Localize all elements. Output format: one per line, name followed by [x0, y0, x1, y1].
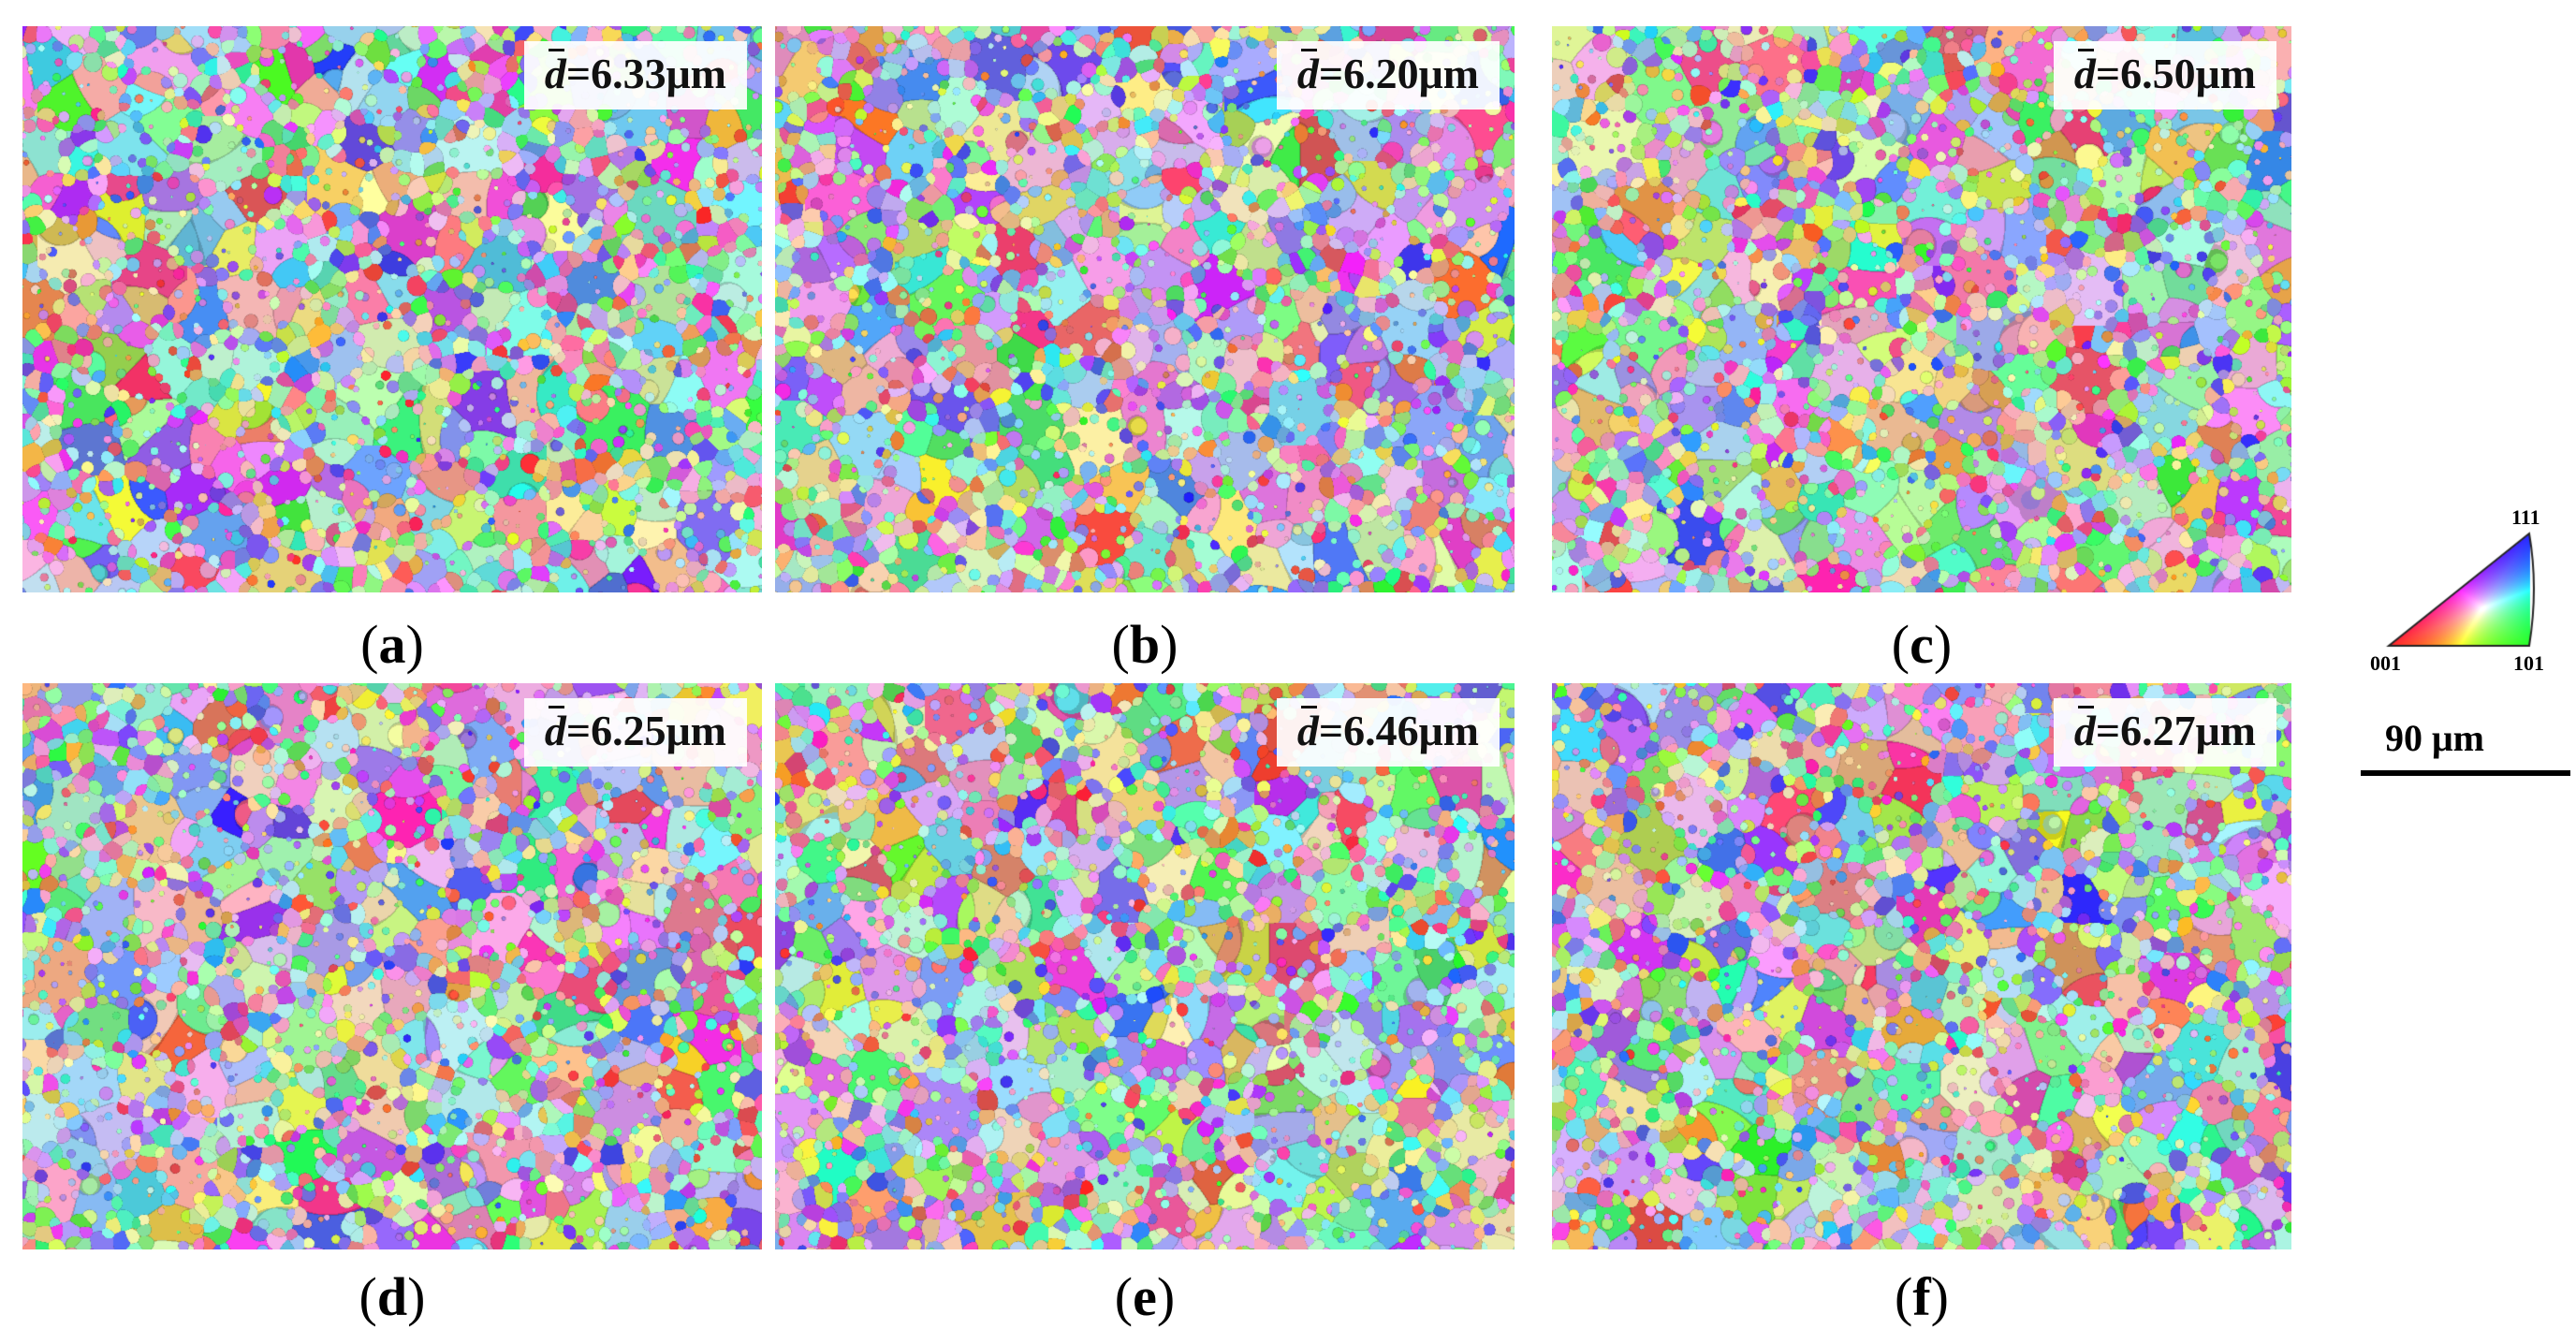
mean-grain-size-value-d: =6.25μm	[565, 707, 726, 754]
scale-bar	[2361, 770, 2570, 776]
grain-map-f	[1552, 683, 2291, 1249]
legend-label-111: 111	[2511, 505, 2540, 529]
scale-bar-label: 90 μm	[2385, 717, 2484, 759]
d-bar-symbol: d	[544, 49, 566, 97]
mean-grain-size-label-f: d=6.27μm	[2053, 698, 2276, 767]
mean-grain-size-label-b: d=6.20μm	[1276, 41, 1500, 110]
ipf-triangle	[2368, 504, 2555, 681]
caption-a: (a)	[360, 614, 424, 675]
caption-b: (b)	[1111, 614, 1178, 675]
legend-label-101: 101	[2513, 651, 2544, 675]
d-bar-symbol: d	[544, 706, 566, 754]
mean-grain-size-value-e: =6.46μm	[1318, 707, 1479, 754]
mean-grain-size-value-f: =6.27μm	[2095, 707, 2256, 754]
caption-c: (c)	[1891, 614, 1953, 675]
d-bar-symbol: d	[2073, 706, 2096, 754]
d-bar-symbol: d	[2073, 49, 2096, 97]
ebsd-map-b: d=6.20μm	[775, 26, 1515, 592]
d-bar-symbol: d	[1296, 49, 1319, 97]
caption-d: (d)	[359, 1266, 426, 1327]
mean-grain-size-value-a: =6.33μm	[565, 50, 726, 97]
grain-map-a	[22, 26, 762, 592]
d-bar-symbol: d	[1296, 706, 1319, 754]
ebsd-map-d: d=6.25μm	[22, 683, 762, 1249]
ebsd-map-a: d=6.33μm	[22, 26, 762, 592]
ebsd-map-e: d=6.46μm	[775, 683, 1515, 1249]
grain-map-c	[1552, 26, 2291, 592]
mean-grain-size-label-d: d=6.25μm	[523, 698, 747, 767]
ebsd-map-c: d=6.50μm	[1552, 26, 2291, 592]
ebsd-map-f: d=6.27μm	[1552, 683, 2291, 1249]
legend-label-001: 001	[2370, 651, 2401, 675]
mean-grain-size-label-a: d=6.33μm	[523, 41, 747, 110]
mean-grain-size-label-c: d=6.50μm	[2053, 41, 2276, 110]
mean-grain-size-value-b: =6.20μm	[1318, 50, 1479, 97]
caption-e: (e)	[1114, 1266, 1176, 1327]
grain-map-b	[775, 26, 1515, 592]
caption-f: (f)	[1895, 1266, 1949, 1327]
mean-grain-size-value-c: =6.50μm	[2095, 50, 2256, 97]
mean-grain-size-label-e: d=6.46μm	[1276, 698, 1500, 767]
ipf-color-legend: 111 001 101	[2368, 504, 2555, 681]
grain-map-d	[22, 683, 762, 1249]
grain-map-e	[775, 683, 1515, 1249]
